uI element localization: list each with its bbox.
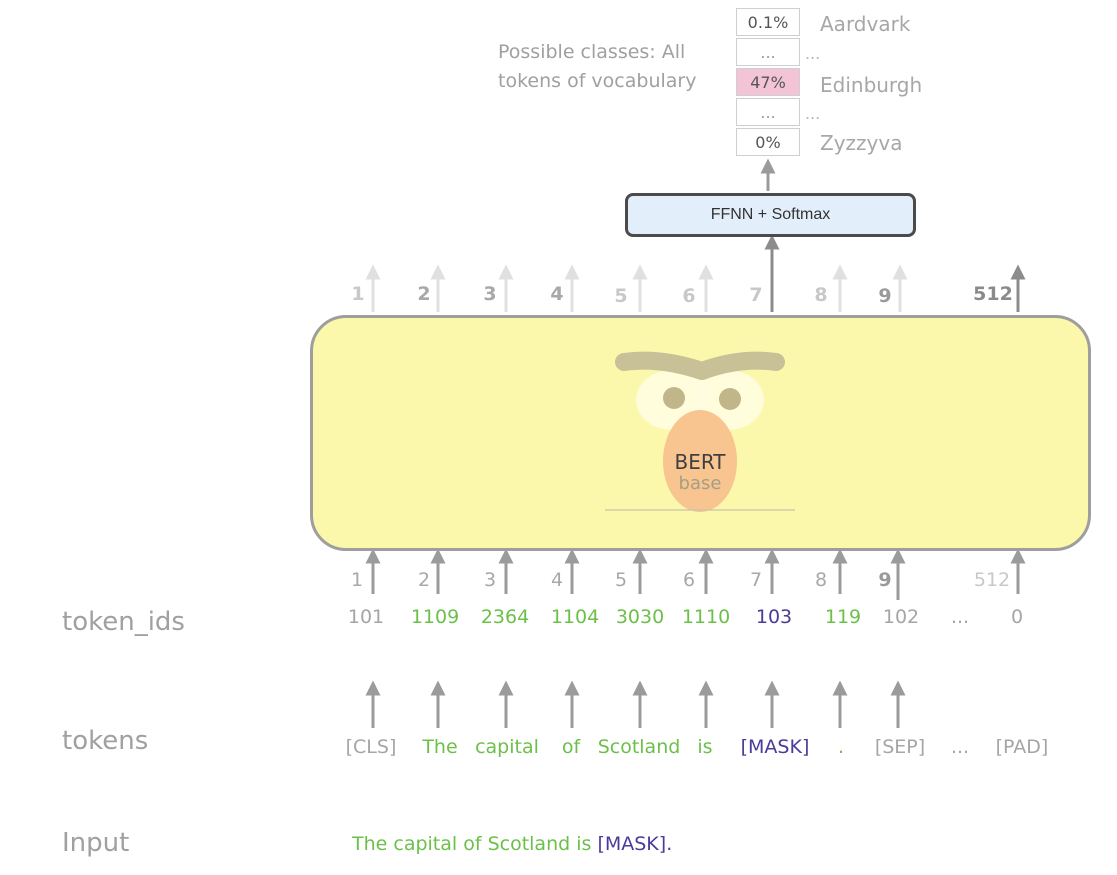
row-label-input: Input: [62, 828, 130, 858]
in-pos-6: 6: [682, 569, 696, 591]
bert-nose: [663, 410, 737, 512]
token: is: [697, 736, 713, 758]
token-id: ...: [950, 606, 970, 628]
input-sentence: The capital of Scotland is [MASK].: [352, 833, 672, 855]
token: .: [837, 736, 845, 758]
token-id: 101: [347, 606, 385, 628]
out-pos-4: 4: [550, 283, 564, 305]
input-sentence-mask: [MASK]: [597, 833, 667, 855]
class-label-edinburgh: Edinburgh: [820, 73, 923, 97]
in-pos-512: 512: [973, 569, 1011, 591]
bert-name-label: BERT: [674, 450, 726, 474]
out-pos-9: 9: [878, 285, 892, 307]
token: The: [422, 736, 458, 758]
token-id: 0: [1010, 606, 1024, 628]
token-id: 1104: [550, 606, 600, 628]
token-id: 103: [755, 606, 793, 628]
in-pos-5: 5: [614, 569, 628, 591]
row-label-tokens: tokens: [62, 726, 149, 756]
prob-cell-ellipsis-1: ...: [736, 38, 800, 66]
prob-cell-edinburgh: 47%: [736, 68, 800, 96]
out-pos-2: 2: [417, 283, 431, 305]
token: [PAD]: [995, 736, 1049, 758]
token: Scotland: [597, 736, 681, 758]
ffnn-label: FFNN + Softmax: [710, 206, 831, 223]
token: [CLS]: [345, 736, 397, 758]
bert-variant-label: base: [678, 473, 722, 494]
token: [SEP]: [874, 736, 926, 758]
token-id: 1109: [410, 606, 460, 628]
class-label-zyzzyva: Zyzzyva: [820, 131, 903, 155]
token-id: 119: [824, 606, 862, 628]
row-label-token-ids: token_ids: [62, 607, 185, 637]
in-pos-8: 8: [814, 569, 828, 591]
output-arrows: [365, 264, 908, 312]
class-label-ellipsis-1: ...: [805, 44, 821, 63]
class-label-aardvark: Aardvark: [820, 12, 911, 36]
input-sentence-period: .: [666, 833, 673, 855]
in-pos-9: 9: [878, 569, 892, 591]
prob-cell-ellipsis-2: ...: [736, 98, 800, 126]
out-pos-1: 1: [351, 283, 365, 305]
bert-left-pupil: [663, 387, 685, 409]
token-id: 2364: [480, 606, 530, 628]
out-pos-3: 3: [483, 283, 497, 305]
token-id: 3030: [615, 606, 665, 628]
prob-cell-aardvark: 0.1%: [736, 8, 800, 36]
input-sentence-text: The capital of Scotland is: [352, 833, 598, 855]
ffnn-softmax-box: FFNN + Softmax: [625, 193, 916, 237]
in-pos-4: 4: [550, 569, 564, 591]
token: ...: [950, 736, 970, 758]
token: of: [561, 736, 581, 758]
out-pos-8: 8: [814, 284, 828, 306]
class-label-ellipsis-2: ...: [805, 104, 821, 123]
in-pos-1: 1: [350, 569, 364, 591]
out-pos-512: 512: [973, 283, 1013, 305]
in-pos-2: 2: [417, 569, 431, 591]
token-id: 102: [882, 606, 920, 628]
token-id: 1110: [681, 606, 731, 628]
out-pos-7: 7: [749, 284, 763, 306]
token: [MASK]: [740, 736, 810, 758]
in-pos-7: 7: [749, 569, 763, 591]
input-arrows: [365, 548, 1026, 600]
classes-caption: Possible classes: All tokens of vocabula…: [498, 38, 696, 96]
bert-unibrow: [615, 351, 785, 380]
bert-face-illustration: [605, 351, 795, 512]
in-pos-3: 3: [483, 569, 497, 591]
bert-right-pupil: [719, 388, 741, 410]
classes-caption-line1: Possible classes: All: [498, 41, 686, 63]
out-pos-5: 5: [614, 285, 628, 307]
classes-caption-line2: tokens of vocabulary: [498, 70, 697, 92]
token: capital: [475, 736, 539, 758]
out-pos-6: 6: [682, 285, 696, 307]
prob-cell-zyzzyva: 0%: [736, 128, 800, 156]
token-arrows: [365, 680, 906, 728]
